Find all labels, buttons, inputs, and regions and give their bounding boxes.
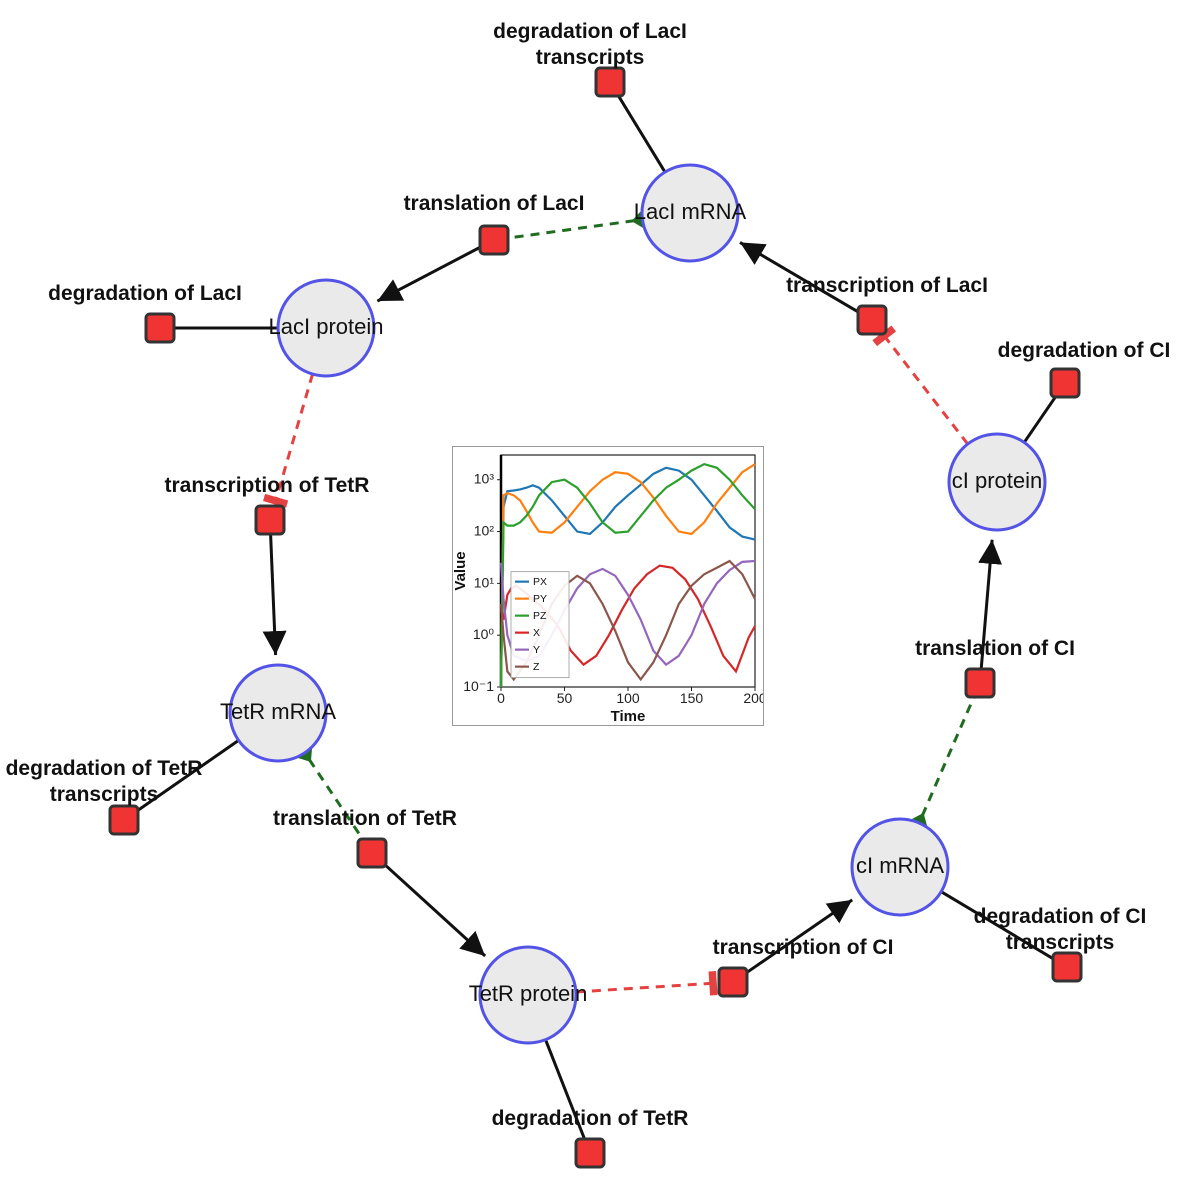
svg-text:PX: PX — [533, 576, 547, 588]
process-node-transcription_cI[interactable] — [719, 968, 747, 996]
process-node-deg_cI_transcript[interactable] — [1053, 953, 1081, 981]
svg-text:PZ: PZ — [533, 610, 547, 622]
species-label-tetr_mrna: TetR mRNA — [220, 699, 336, 724]
process-node-deg_lacI[interactable] — [146, 314, 174, 342]
process-label-transcription_lacI: transcription of LacI — [786, 274, 988, 297]
svg-text:10¹: 10¹ — [474, 574, 495, 590]
process-label-deg_cI_transcript: degradation of CI transcripts — [974, 905, 1147, 954]
process-label-translation_cI: translation of CI — [915, 637, 1075, 660]
svg-text:150: 150 — [680, 690, 704, 706]
svg-text:10⁻1: 10⁻1 — [463, 678, 494, 694]
svg-text:50: 50 — [557, 690, 573, 706]
process-label-deg_tetR_transcript: degradation of TetR transcripts — [6, 757, 203, 806]
species-label-ci_mrna: cI mRNA — [856, 853, 944, 878]
svg-text:0: 0 — [497, 690, 505, 706]
process-node-translation_lacI[interactable] — [480, 226, 508, 254]
process-label-deg_lacI_transcript: degradation of LacI transcripts — [493, 20, 687, 69]
species-label-laci_protein: LacI protein — [269, 314, 384, 339]
species-label-tetr_protein: TetR protein — [469, 981, 588, 1006]
svg-text:X: X — [533, 627, 540, 639]
process-label-transcription_cI: transcription of CI — [713, 936, 894, 959]
process-label-deg_cI: degradation of CI — [998, 339, 1171, 362]
svg-text:Value: Value — [453, 551, 469, 590]
diagram-stage: LacI mRNA LacI protein TetR mRNA TetR prote… — [0, 0, 1189, 1200]
svg-text:200: 200 — [743, 690, 763, 706]
svg-text:10³: 10³ — [474, 471, 495, 487]
chart-legend: PX PY PZ XYZ — [511, 572, 569, 678]
process-label-deg_lacI: degradation of LacI — [48, 282, 242, 305]
process-node-deg_tetR[interactable] — [576, 1139, 604, 1167]
svg-text:Time: Time — [611, 708, 646, 725]
process-node-translation_cI[interactable] — [966, 669, 994, 697]
process-node-deg_cI[interactable] — [1051, 369, 1079, 397]
svg-text:10⁰: 10⁰ — [473, 626, 495, 642]
svg-text:Z: Z — [533, 661, 540, 673]
svg-text:100: 100 — [616, 690, 640, 706]
svg-text:PY: PY — [533, 593, 547, 605]
process-node-transcription_tetR[interactable] — [256, 506, 284, 534]
process-label-deg_tetR: degradation of TetR — [492, 1107, 689, 1130]
svg-text:Y: Y — [533, 644, 540, 656]
timeseries-chart: 0 50 100 150 200 Time 10⁻1 10⁰ 10¹ 10² 10³ Value PX P… — [452, 446, 764, 726]
species-label-ci_protein: cI protein — [952, 468, 1043, 493]
process-label-transcription_tetR: transcription of TetR — [165, 474, 370, 497]
process-node-transcription_lacI[interactable] — [858, 306, 886, 334]
process-node-deg_tetR_transcript[interactable] — [110, 806, 138, 834]
process-node-deg_lacI_transcript[interactable] — [596, 68, 624, 96]
process-label-translation_lacI: translation of LacI — [404, 192, 585, 215]
process-label-translation_tetR: translation of TetR — [273, 807, 457, 830]
process-node-translation_tetR[interactable] — [358, 839, 386, 867]
svg-text:10²: 10² — [474, 523, 495, 539]
species-label-laci_mrna: LacI mRNA — [634, 199, 747, 224]
